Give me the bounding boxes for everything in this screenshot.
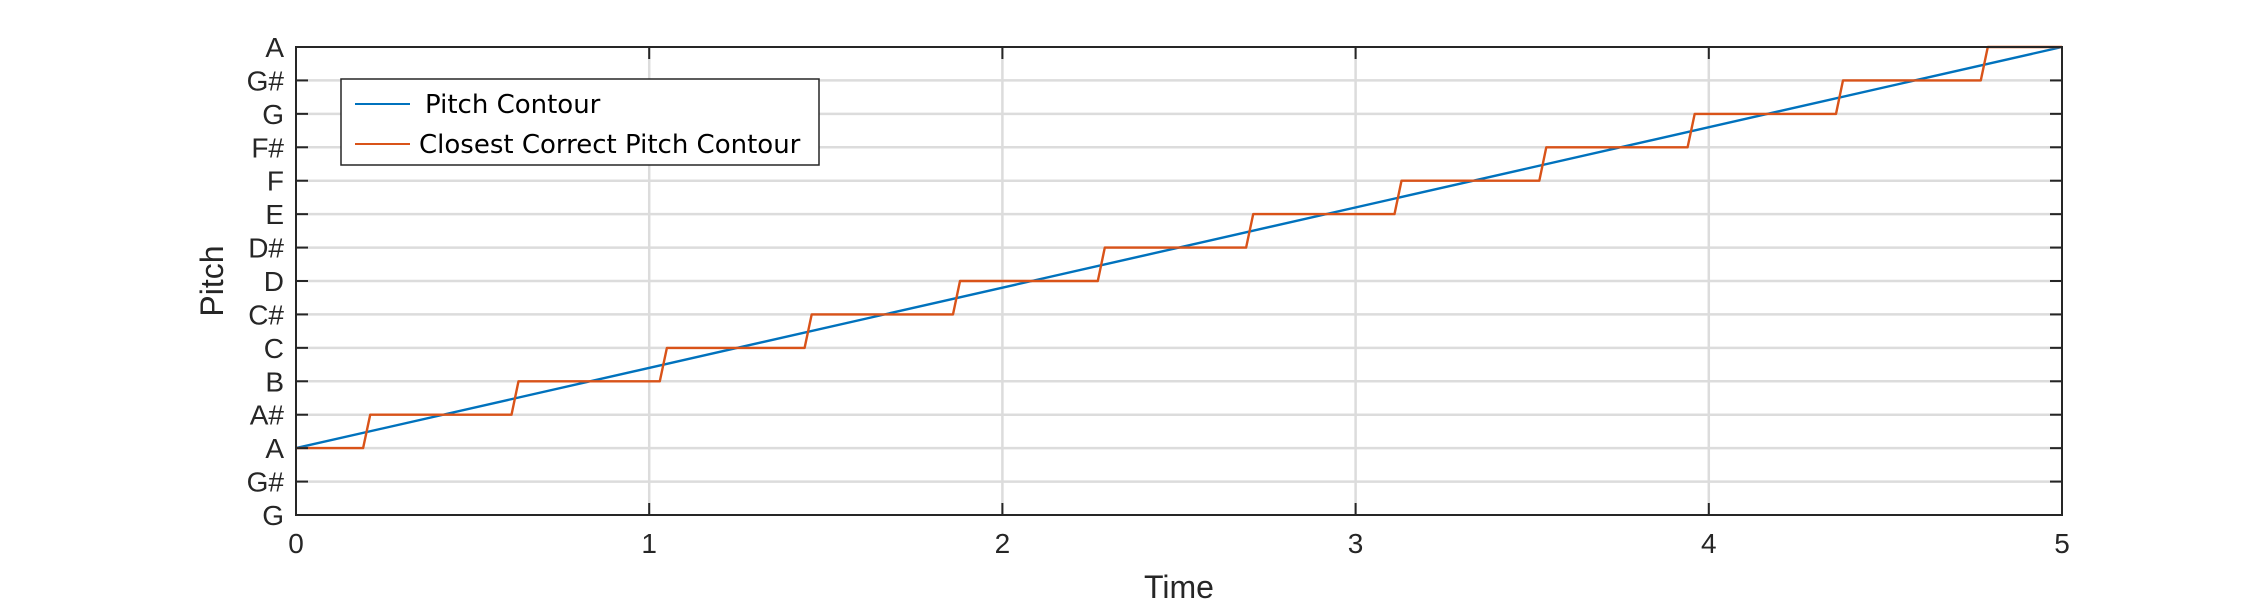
- y-tick-label: F#: [251, 132, 284, 163]
- x-tick-label: 3: [1348, 528, 1364, 559]
- y-tick-labels: GG#AA#BCC#DD#EFF#GG#A: [247, 32, 285, 531]
- y-tick-label: C: [264, 333, 284, 364]
- y-tick-label: D: [264, 266, 284, 297]
- y-tick-label: G: [262, 99, 284, 130]
- y-tick-label: G: [262, 500, 284, 531]
- x-tick-label: 1: [641, 528, 657, 559]
- y-tick-label: G#: [247, 65, 285, 96]
- x-axis-title: Time: [1144, 569, 1214, 603]
- y-tick-label: D#: [248, 233, 284, 264]
- x-tick-label: 4: [1701, 528, 1717, 559]
- legend-box: [340, 78, 820, 166]
- y-tick-label: C#: [248, 299, 284, 330]
- x-tick-label: 0: [288, 528, 304, 559]
- y-tick-label: E: [265, 199, 284, 230]
- x-tick-label: 5: [2054, 528, 2070, 559]
- tick-marks: [295, 46, 2063, 516]
- x-tick-label: 2: [995, 528, 1011, 559]
- y-tick-label: F: [267, 166, 284, 197]
- x-tick-labels: 0 1 2 3 4 5: [288, 528, 2070, 559]
- legend: Pitch Contour Closest Correct Pitch Cont…: [340, 78, 820, 166]
- series-layer: [295, 45, 2063, 450]
- y-tick-label: B: [265, 366, 284, 397]
- legend-entry-closest-correct: Closest Correct Pitch Contour: [419, 130, 801, 160]
- legend-entry-pitch-contour: Pitch Contour: [425, 90, 601, 120]
- y-tick-label: G#: [247, 467, 285, 498]
- series-line-closest-correct-pitch-contour: [296, 45, 2062, 450]
- y-tick-label: A: [265, 433, 284, 464]
- y-axis-title: Pitch: [194, 245, 230, 316]
- y-tick-label: A#: [250, 400, 285, 431]
- y-tick-label: A: [265, 32, 284, 63]
